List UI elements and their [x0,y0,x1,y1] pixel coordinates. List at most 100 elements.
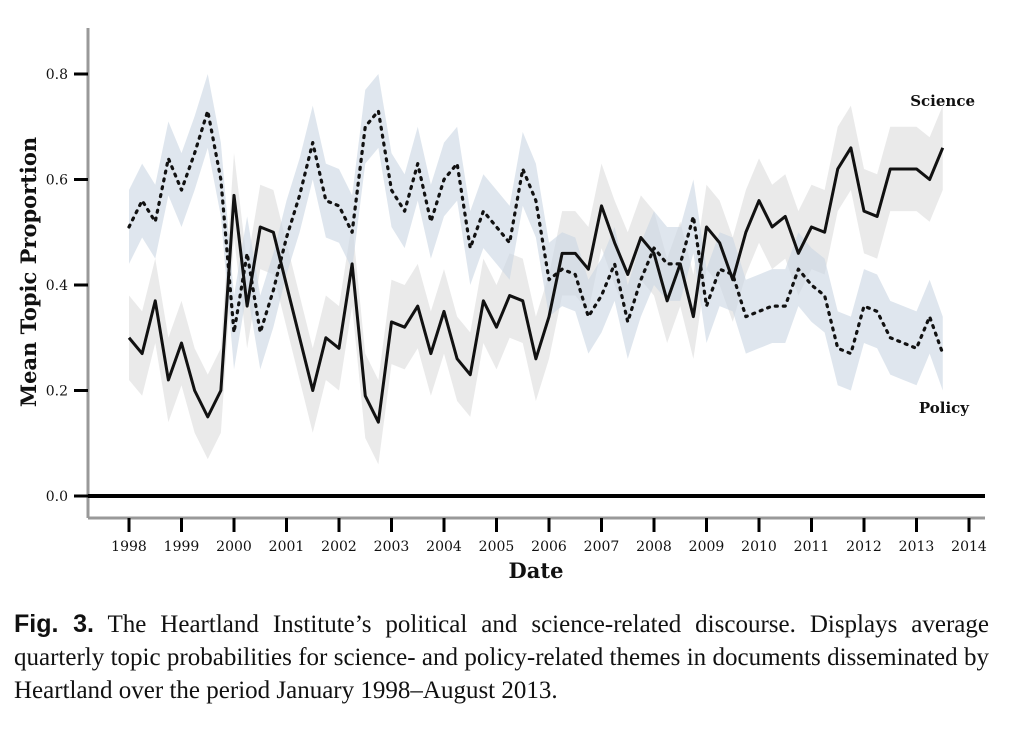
science-data-point [797,252,799,254]
policy-data-point [351,231,353,233]
science-data-point [495,326,497,328]
science-data-point [285,284,287,286]
x-tick-label: 2009 [689,539,725,555]
science-data-point [364,395,366,397]
policy-data-point [574,273,576,275]
policy-data-point [259,331,261,333]
topic-proportion-chart: 0.0 0.2 0.4 0.6 0.8 1998 1999 2000 2001 2002 2003… [16,28,987,583]
x-tick-label: 2001 [269,539,305,555]
x-tick-label: 1999 [164,539,200,555]
policy-data-point [535,199,537,201]
science-data-point [928,178,930,180]
policy-data-point [508,242,510,244]
policy-data-point [522,168,524,170]
policy-data-point [745,315,747,317]
science-data-point [889,168,891,170]
science-data-point [508,294,510,296]
figure-caption: Fig. 3. The Heartland Institute’s politi… [14,608,989,707]
science-data-point [522,300,524,302]
policy-data-point [456,162,458,164]
policy-data-point [915,347,917,349]
policy-data-point [430,221,432,223]
science-data-point [823,231,825,233]
science-data-point [942,147,944,149]
policy-data-point [207,110,209,112]
science-series-label: Science [910,92,975,110]
science-confidence-band [129,105,943,465]
confidence-bands [129,74,943,465]
policy-data-point [495,226,497,228]
science-data-point [535,358,537,360]
policy-data-point [246,252,248,254]
policy-data-point [128,226,130,228]
science-data-point [902,168,904,170]
science-data-point [233,194,235,196]
policy-confidence-band [129,74,943,391]
axes [86,28,985,520]
x-tick-label: 2014 [951,539,987,555]
science-data-point [259,226,261,228]
policy-data-point [298,194,300,196]
policy-data-point [876,310,878,312]
policy-data-point [942,352,944,354]
science-data-point [390,321,392,323]
x-tick-label: 1998 [111,539,147,555]
policy-data-point [810,284,812,286]
science-data-point [915,168,917,170]
science-data-point [180,342,182,344]
science-data-point [338,347,340,349]
science-data-point [771,226,773,228]
science-data-point [430,352,432,354]
x-tick-label: 2010 [741,539,777,555]
science-data-point [692,315,694,317]
policy-data-point [679,263,681,265]
science-data-point [587,268,589,270]
policy-data-point [653,247,655,249]
policy-data-point [390,189,392,191]
science-data-point [574,252,576,254]
policy-data-point [325,199,327,201]
science-data-point [863,210,865,212]
policy-data-point [613,263,615,265]
science-data-point [469,373,471,375]
policy-data-point [705,305,707,307]
policy-series-line [127,109,945,356]
policy-data-point [902,342,904,344]
science-data-point [837,168,839,170]
figure-number: Fig. 3. [14,610,94,638]
y-tick-label: 0.2 [46,384,68,400]
science-data-point [784,215,786,217]
policy-data-point [784,305,786,307]
series-lines [127,109,945,424]
science-data-point [325,337,327,339]
policy-data-point [548,279,550,281]
science-data-point [443,310,445,312]
y-tick-label: 0.6 [46,173,68,189]
x-tick-label: 2011 [794,539,830,555]
science-data-point [246,305,248,307]
science-data-point [220,389,222,391]
x-tick-label: 2012 [846,539,882,555]
policy-data-point [312,141,314,143]
policy-data-point [180,189,182,191]
science-data-point [207,416,209,418]
science-data-point [403,326,405,328]
science-data-point [377,421,379,423]
science-data-point [154,300,156,302]
x-tick-label: 2005 [479,539,515,555]
science-data-point [705,226,707,228]
x-tick-label: 2007 [584,539,620,555]
caption-text: The Heartland Institute’s political and … [14,611,989,704]
x-tick-label: 2004 [426,539,462,555]
policy-data-point [863,305,865,307]
policy-data-point [627,321,629,323]
science-data-point [640,236,642,238]
policy-data-point [193,152,195,154]
science-data-point [745,231,747,233]
science-data-point [167,379,169,381]
science-data-point [666,300,668,302]
science-data-point [810,226,812,228]
policy-data-point [141,199,143,201]
policy-data-point [758,310,760,312]
science-data-point [417,305,419,307]
